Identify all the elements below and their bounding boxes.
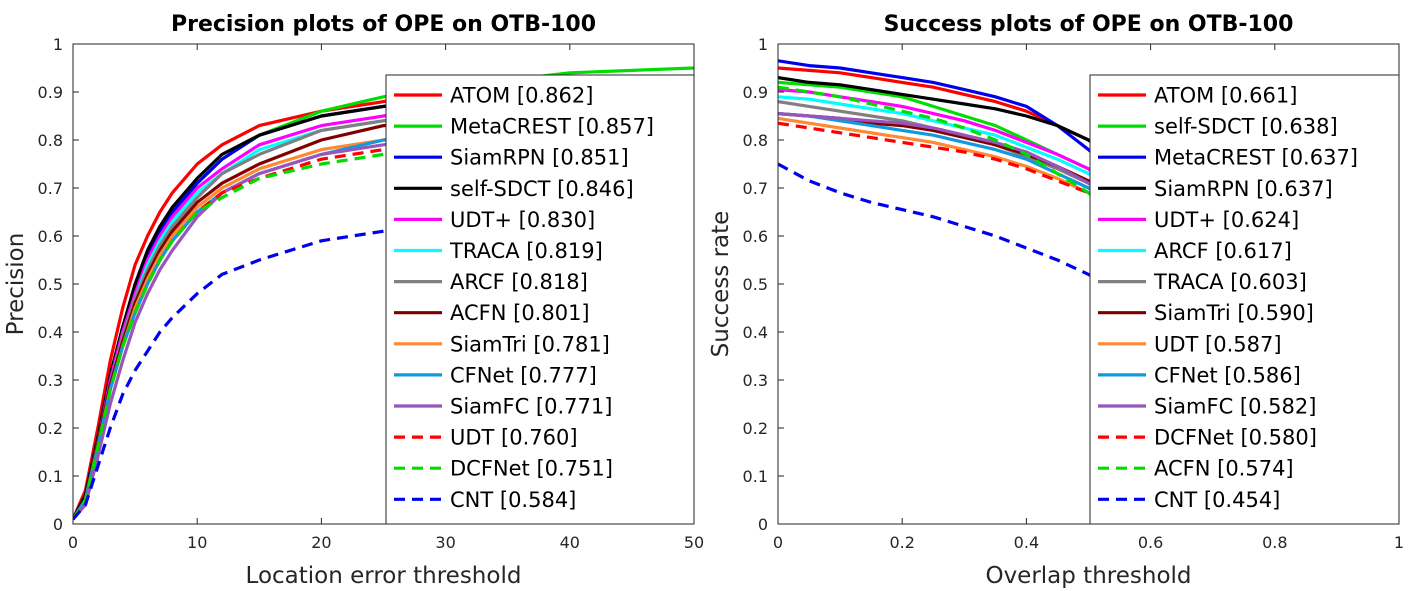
y-tick-label: 0.1 xyxy=(38,467,63,486)
legend-box xyxy=(1089,74,1400,525)
x-axis-label: Location error threshold xyxy=(246,563,522,589)
y-tick-label: 0.9 xyxy=(743,83,768,102)
x-tick-label: 1 xyxy=(1394,533,1404,552)
legend: ATOM [0.661] self-SDCT [0.638] MetaCREST [… xyxy=(1089,74,1400,525)
y-tick-label: 0.1 xyxy=(743,467,768,486)
y-tick-label: 0.7 xyxy=(38,179,63,198)
y-tick-label: 0.3 xyxy=(38,371,63,390)
y-tick-label: 0 xyxy=(53,515,63,534)
legend-entry-14: CNT [0.454] xyxy=(1154,488,1280,512)
series-line-13 xyxy=(778,85,1399,524)
y-tick-label: 0.2 xyxy=(38,419,63,438)
legend-entry-8: SiamTri [0.590] xyxy=(1154,301,1314,325)
y-tick-label: 0.9 xyxy=(38,83,63,102)
legend-entry-3: SiamRPN [0.851] xyxy=(450,146,629,170)
legend: ATOM [0.862] MetaCREST [0.857] SiamRPN [0.… xyxy=(385,74,695,525)
y-tick-label: 0.5 xyxy=(38,275,63,294)
legend-entry-5: UDT+ [0.624] xyxy=(1154,208,1299,232)
y-tick-label: 0 xyxy=(758,515,768,534)
y-tick-label: 0.6 xyxy=(743,227,768,246)
x-tick-label: 0 xyxy=(773,533,783,552)
legend-entry-13: ACFN [0.574] xyxy=(1154,457,1294,481)
legend-entry-10: CFNet [0.586] xyxy=(1154,363,1301,387)
legend-entry-8: ACFN [0.801] xyxy=(450,301,590,325)
x-tick-label: 10 xyxy=(187,533,207,552)
legend-entry-6: TRACA [0.819] xyxy=(449,239,603,263)
legend-entry-12: UDT [0.760] xyxy=(450,426,578,450)
y-tick-label: 1 xyxy=(758,35,768,54)
legend-entry-11: SiamFC [0.582] xyxy=(1154,395,1316,419)
legend-entry-4: self-SDCT [0.846] xyxy=(450,177,634,201)
x-axis-label: Overlap threshold xyxy=(985,563,1191,589)
x-tick-label: 40 xyxy=(560,533,580,552)
x-tick-label: 0.8 xyxy=(1262,533,1287,552)
x-tick-label: 0.2 xyxy=(889,533,914,552)
y-tick-label: 0.4 xyxy=(38,323,63,342)
legend-entry-2: self-SDCT [0.638] xyxy=(1154,115,1338,139)
legend-entry-1: ATOM [0.862] xyxy=(450,84,593,108)
legend-entry-9: SiamTri [0.781] xyxy=(450,332,610,356)
legend-box xyxy=(385,74,695,525)
y-tick-label: 0.8 xyxy=(38,131,63,150)
chart-title: Precision plots of OPE on OTB-100 xyxy=(171,12,596,37)
y-axis-label: Success rate xyxy=(708,211,734,358)
legend-entry-14: CNT [0.584] xyxy=(450,488,576,512)
legend-entry-13: DCFNet [0.751] xyxy=(450,457,613,481)
x-tick-label: 0 xyxy=(68,533,78,552)
y-tick-label: 0.4 xyxy=(743,323,768,342)
legend-entry-5: UDT+ [0.830] xyxy=(450,208,595,232)
legend-entry-10: CFNet [0.777] xyxy=(450,363,597,387)
x-tick-label: 20 xyxy=(311,533,331,552)
legend-entry-1: ATOM [0.661] xyxy=(1154,84,1297,108)
chart-panel-2: 0 0.1 0.2 0.3 0.4 0.5 0.6 0.7 0.8 0.9 1 0 0.2 0.4 0.6 0… xyxy=(708,12,1404,589)
x-tick-label: 0.4 xyxy=(1014,533,1039,552)
legend-entry-4: SiamRPN [0.637] xyxy=(1154,177,1333,201)
y-tick-label: 0.2 xyxy=(743,419,768,438)
legend-entry-9: UDT [0.587] xyxy=(1154,332,1282,356)
y-axis-label: Precision xyxy=(3,233,29,336)
y-tick-label: 0.8 xyxy=(743,131,768,150)
legend-entry-3: MetaCREST [0.637] xyxy=(1154,146,1358,170)
legend-entry-2: MetaCREST [0.857] xyxy=(450,115,654,139)
x-tick-label: 30 xyxy=(435,533,455,552)
y-tick-label: 0.3 xyxy=(743,371,768,390)
legend-entry-12: DCFNet [0.580] xyxy=(1154,426,1317,450)
legend-entry-11: SiamFC [0.771] xyxy=(450,395,612,419)
x-tick-label: 50 xyxy=(684,533,704,552)
legend-entry-7: TRACA [0.603] xyxy=(1153,270,1307,294)
y-tick-label: 0.7 xyxy=(743,179,768,198)
y-tick-label: 0.5 xyxy=(743,275,768,294)
y-tick-label: 1 xyxy=(53,35,63,54)
chart-title: Success plots of OPE on OTB-100 xyxy=(884,12,1294,37)
series-line-13 xyxy=(73,133,694,521)
legend-entry-7: ARCF [0.818] xyxy=(450,270,588,294)
x-tick-label: 0.6 xyxy=(1138,533,1163,552)
legend-entry-6: ARCF [0.617] xyxy=(1154,239,1292,263)
y-tick-label: 0.6 xyxy=(38,227,63,246)
chart-panel-1: 00.10.20.30.40.50.60.70.80.910 10 20 30 40 50… xyxy=(3,12,704,589)
